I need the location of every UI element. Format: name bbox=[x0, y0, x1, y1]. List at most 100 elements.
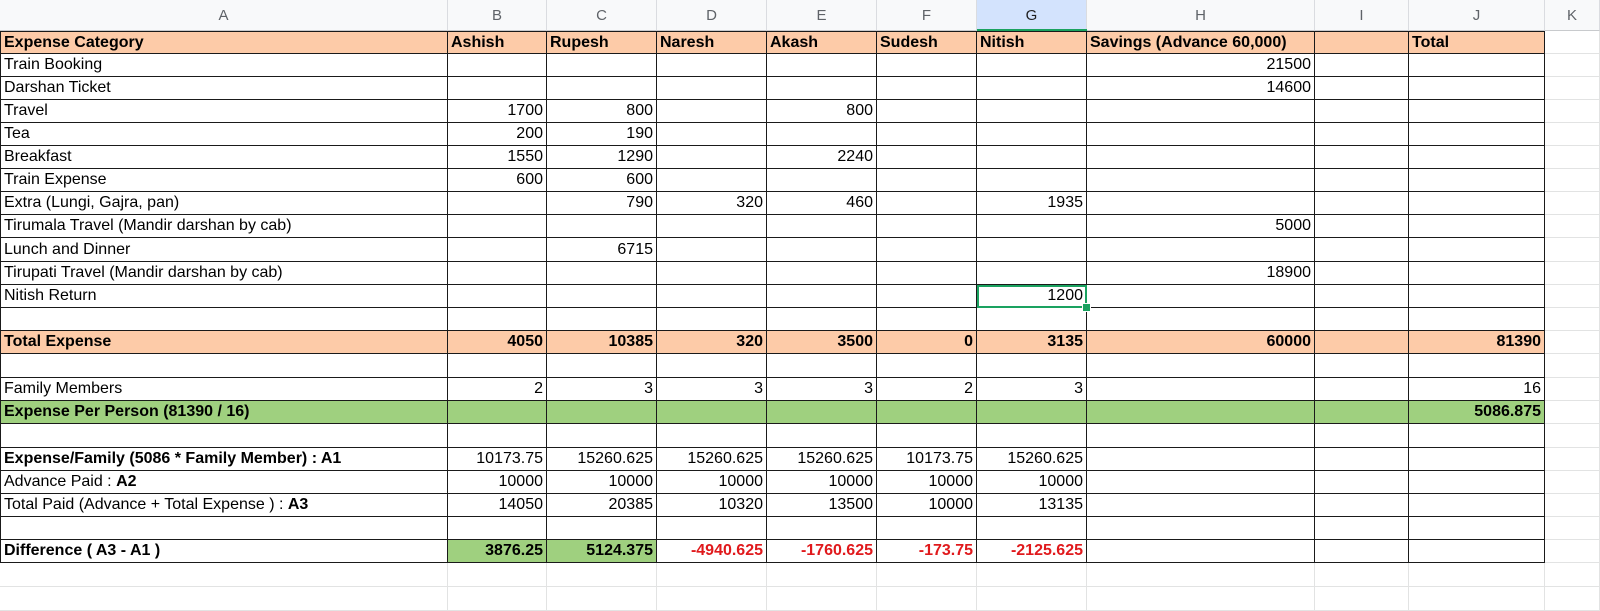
column-header-a[interactable]: A bbox=[0, 0, 448, 31]
cell-k9[interactable] bbox=[1545, 215, 1600, 238]
cell-e14[interactable]: 3500 bbox=[767, 331, 877, 354]
cell-h12[interactable] bbox=[1087, 285, 1315, 308]
cell-b1[interactable]: Ashish bbox=[448, 31, 547, 54]
cell-h19[interactable] bbox=[1087, 448, 1315, 471]
cell-f9[interactable] bbox=[877, 215, 977, 238]
cell-h20[interactable] bbox=[1087, 471, 1315, 494]
cell-i6[interactable] bbox=[1315, 146, 1409, 169]
cell-b11[interactable] bbox=[448, 262, 547, 285]
cell-b25[interactable] bbox=[448, 587, 547, 611]
cell-a6[interactable]: Breakfast bbox=[0, 146, 448, 169]
cell-g19[interactable]: 15260.625 bbox=[977, 448, 1087, 471]
cell-f6[interactable] bbox=[877, 146, 977, 169]
cell-h10[interactable] bbox=[1087, 238, 1315, 262]
cell-h14[interactable]: 60000 bbox=[1087, 331, 1315, 354]
cell-c12[interactable] bbox=[547, 285, 657, 308]
cell-g3[interactable] bbox=[977, 77, 1087, 100]
cell-a2[interactable]: Train Booking bbox=[0, 54, 448, 77]
cell-c2[interactable] bbox=[547, 54, 657, 77]
cell-d24[interactable] bbox=[657, 563, 767, 587]
cell-j19[interactable] bbox=[1409, 448, 1545, 471]
cell-g15[interactable] bbox=[977, 354, 1087, 378]
cell-f17[interactable] bbox=[877, 401, 977, 424]
cell-k10[interactable] bbox=[1545, 238, 1600, 262]
cell-h25[interactable] bbox=[1087, 587, 1315, 611]
cell-j6[interactable] bbox=[1409, 146, 1545, 169]
cell-d17[interactable] bbox=[657, 401, 767, 424]
cell-a20[interactable]: Advance Paid : A2 bbox=[0, 471, 448, 494]
cell-k25[interactable] bbox=[1545, 587, 1600, 611]
cell-e20[interactable]: 10000 bbox=[767, 471, 877, 494]
cell-d5[interactable] bbox=[657, 123, 767, 146]
column-header-j[interactable]: J bbox=[1409, 0, 1545, 31]
cell-c10[interactable]: 6715 bbox=[547, 238, 657, 262]
cell-g22[interactable] bbox=[977, 517, 1087, 540]
cell-e25[interactable] bbox=[767, 587, 877, 611]
cell-b12[interactable] bbox=[448, 285, 547, 308]
cell-a1[interactable]: Expense Category bbox=[0, 31, 448, 54]
cell-c15[interactable] bbox=[547, 354, 657, 378]
cell-k2[interactable] bbox=[1545, 54, 1600, 77]
cell-g8[interactable]: 1935 bbox=[977, 192, 1087, 215]
cell-d3[interactable] bbox=[657, 77, 767, 100]
cell-j16[interactable]: 16 bbox=[1409, 378, 1545, 401]
cell-i17[interactable] bbox=[1315, 401, 1409, 424]
cell-g20[interactable]: 10000 bbox=[977, 471, 1087, 494]
cell-j15[interactable] bbox=[1409, 354, 1545, 378]
cell-e3[interactable] bbox=[767, 77, 877, 100]
cell-k24[interactable] bbox=[1545, 563, 1600, 587]
cell-i9[interactable] bbox=[1315, 215, 1409, 238]
cell-j12[interactable] bbox=[1409, 285, 1545, 308]
cell-e12[interactable] bbox=[767, 285, 877, 308]
cell-a23[interactable]: Difference ( A3 - A1 ) bbox=[0, 540, 448, 563]
cell-h9[interactable]: 5000 bbox=[1087, 215, 1315, 238]
cell-e6[interactable]: 2240 bbox=[767, 146, 877, 169]
cell-c18[interactable] bbox=[547, 424, 657, 448]
cell-i5[interactable] bbox=[1315, 123, 1409, 146]
cell-f20[interactable]: 10000 bbox=[877, 471, 977, 494]
cell-e19[interactable]: 15260.625 bbox=[767, 448, 877, 471]
cell-a10[interactable]: Lunch and Dinner bbox=[0, 238, 448, 262]
column-header-b[interactable]: B bbox=[448, 0, 547, 31]
cell-a16[interactable]: Family Members bbox=[0, 378, 448, 401]
cell-b6[interactable]: 1550 bbox=[448, 146, 547, 169]
cell-d20[interactable]: 10000 bbox=[657, 471, 767, 494]
cell-g6[interactable] bbox=[977, 146, 1087, 169]
cell-e7[interactable] bbox=[767, 169, 877, 192]
cell-k3[interactable] bbox=[1545, 77, 1600, 100]
cell-g4[interactable] bbox=[977, 100, 1087, 123]
cell-h17[interactable] bbox=[1087, 401, 1315, 424]
cell-d7[interactable] bbox=[657, 169, 767, 192]
cell-c14[interactable]: 10385 bbox=[547, 331, 657, 354]
cell-a7[interactable]: Train Expense bbox=[0, 169, 448, 192]
cell-k12[interactable] bbox=[1545, 285, 1600, 308]
cell-j5[interactable] bbox=[1409, 123, 1545, 146]
cell-b19[interactable]: 10173.75 bbox=[448, 448, 547, 471]
cell-e17[interactable] bbox=[767, 401, 877, 424]
cell-d19[interactable]: 15260.625 bbox=[657, 448, 767, 471]
cell-c20[interactable]: 10000 bbox=[547, 471, 657, 494]
cell-j14[interactable]: 81390 bbox=[1409, 331, 1545, 354]
cell-f3[interactable] bbox=[877, 77, 977, 100]
cell-e2[interactable] bbox=[767, 54, 877, 77]
cell-a22[interactable] bbox=[0, 517, 448, 540]
cell-a12[interactable]: Nitish Return bbox=[0, 285, 448, 308]
cell-b15[interactable] bbox=[448, 354, 547, 378]
cell-d8[interactable]: 320 bbox=[657, 192, 767, 215]
cell-f19[interactable]: 10173.75 bbox=[877, 448, 977, 471]
cell-j8[interactable] bbox=[1409, 192, 1545, 215]
cell-k22[interactable] bbox=[1545, 517, 1600, 540]
cell-j20[interactable] bbox=[1409, 471, 1545, 494]
cell-a5[interactable]: Tea bbox=[0, 123, 448, 146]
cell-e18[interactable] bbox=[767, 424, 877, 448]
cell-h21[interactable] bbox=[1087, 494, 1315, 517]
cell-b2[interactable] bbox=[448, 54, 547, 77]
cell-f7[interactable] bbox=[877, 169, 977, 192]
cell-h7[interactable] bbox=[1087, 169, 1315, 192]
cell-d12[interactable] bbox=[657, 285, 767, 308]
fill-handle[interactable] bbox=[1082, 303, 1091, 312]
cell-g16[interactable]: 3 bbox=[977, 378, 1087, 401]
cell-i22[interactable] bbox=[1315, 517, 1409, 540]
cell-f15[interactable] bbox=[877, 354, 977, 378]
cell-g17[interactable] bbox=[977, 401, 1087, 424]
